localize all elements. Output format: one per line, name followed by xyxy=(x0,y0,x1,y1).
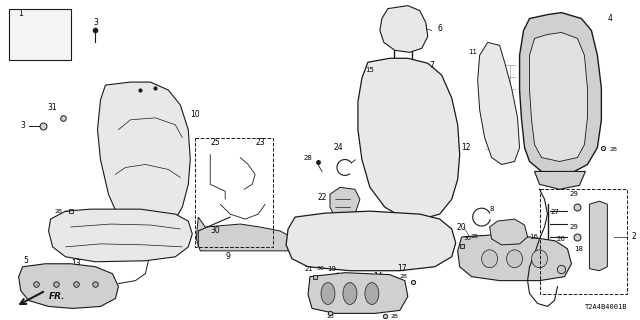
Text: 29: 29 xyxy=(570,191,579,197)
Text: 1: 1 xyxy=(19,9,23,18)
Polygon shape xyxy=(97,82,190,231)
Text: 30: 30 xyxy=(211,227,220,236)
Polygon shape xyxy=(490,219,527,245)
Ellipse shape xyxy=(507,250,522,268)
Ellipse shape xyxy=(482,250,498,268)
Text: 28: 28 xyxy=(400,274,408,279)
Ellipse shape xyxy=(365,283,379,304)
Text: 24: 24 xyxy=(333,143,343,152)
FancyBboxPatch shape xyxy=(9,9,70,60)
Text: 28: 28 xyxy=(303,155,312,161)
Polygon shape xyxy=(589,201,607,271)
Text: 7: 7 xyxy=(429,61,434,70)
Text: 27: 27 xyxy=(550,209,559,215)
Text: 28: 28 xyxy=(391,314,399,319)
Text: 23: 23 xyxy=(255,138,265,147)
Text: 16: 16 xyxy=(529,234,538,240)
Text: 29: 29 xyxy=(570,224,579,230)
Polygon shape xyxy=(520,12,602,174)
Polygon shape xyxy=(49,209,192,262)
Text: 28: 28 xyxy=(54,209,63,214)
Text: 26: 26 xyxy=(557,236,565,242)
Text: 18: 18 xyxy=(575,246,584,252)
Text: 28: 28 xyxy=(471,235,479,239)
Polygon shape xyxy=(534,172,586,189)
Text: 12: 12 xyxy=(461,143,471,152)
Polygon shape xyxy=(308,273,408,313)
Ellipse shape xyxy=(532,250,547,268)
Polygon shape xyxy=(358,58,460,219)
Polygon shape xyxy=(196,217,295,251)
Text: 5: 5 xyxy=(23,256,28,265)
Text: 8: 8 xyxy=(367,143,372,152)
Text: 11: 11 xyxy=(468,49,477,55)
Text: 2: 2 xyxy=(631,232,636,242)
Text: 21: 21 xyxy=(304,266,313,272)
Text: 19: 19 xyxy=(327,266,336,272)
Text: 9: 9 xyxy=(226,252,230,261)
Text: 30: 30 xyxy=(464,236,472,241)
Text: 17: 17 xyxy=(397,264,406,273)
Text: 30: 30 xyxy=(316,266,324,271)
Ellipse shape xyxy=(321,283,335,304)
Text: 8: 8 xyxy=(490,206,494,212)
Text: 14: 14 xyxy=(373,272,383,281)
Text: 28: 28 xyxy=(609,147,617,152)
Polygon shape xyxy=(380,6,428,52)
Ellipse shape xyxy=(343,283,357,304)
Polygon shape xyxy=(286,211,456,271)
Text: 25: 25 xyxy=(211,138,220,147)
Text: 13: 13 xyxy=(70,259,81,268)
Text: 6: 6 xyxy=(437,24,442,33)
Polygon shape xyxy=(458,235,572,281)
Text: 10: 10 xyxy=(190,110,200,119)
Polygon shape xyxy=(529,32,588,162)
Text: 15: 15 xyxy=(365,67,374,73)
Text: 31: 31 xyxy=(48,103,58,112)
Text: FR.: FR. xyxy=(49,292,65,301)
Text: 22: 22 xyxy=(317,193,327,202)
Text: 4: 4 xyxy=(607,14,612,23)
Polygon shape xyxy=(330,187,360,221)
Text: T2A4B4001B: T2A4B4001B xyxy=(585,304,627,310)
Polygon shape xyxy=(477,42,520,164)
Polygon shape xyxy=(19,264,118,308)
Text: 20: 20 xyxy=(457,222,467,232)
Text: 28: 28 xyxy=(326,314,334,319)
Text: 3: 3 xyxy=(93,18,98,27)
Text: 3: 3 xyxy=(20,121,25,130)
